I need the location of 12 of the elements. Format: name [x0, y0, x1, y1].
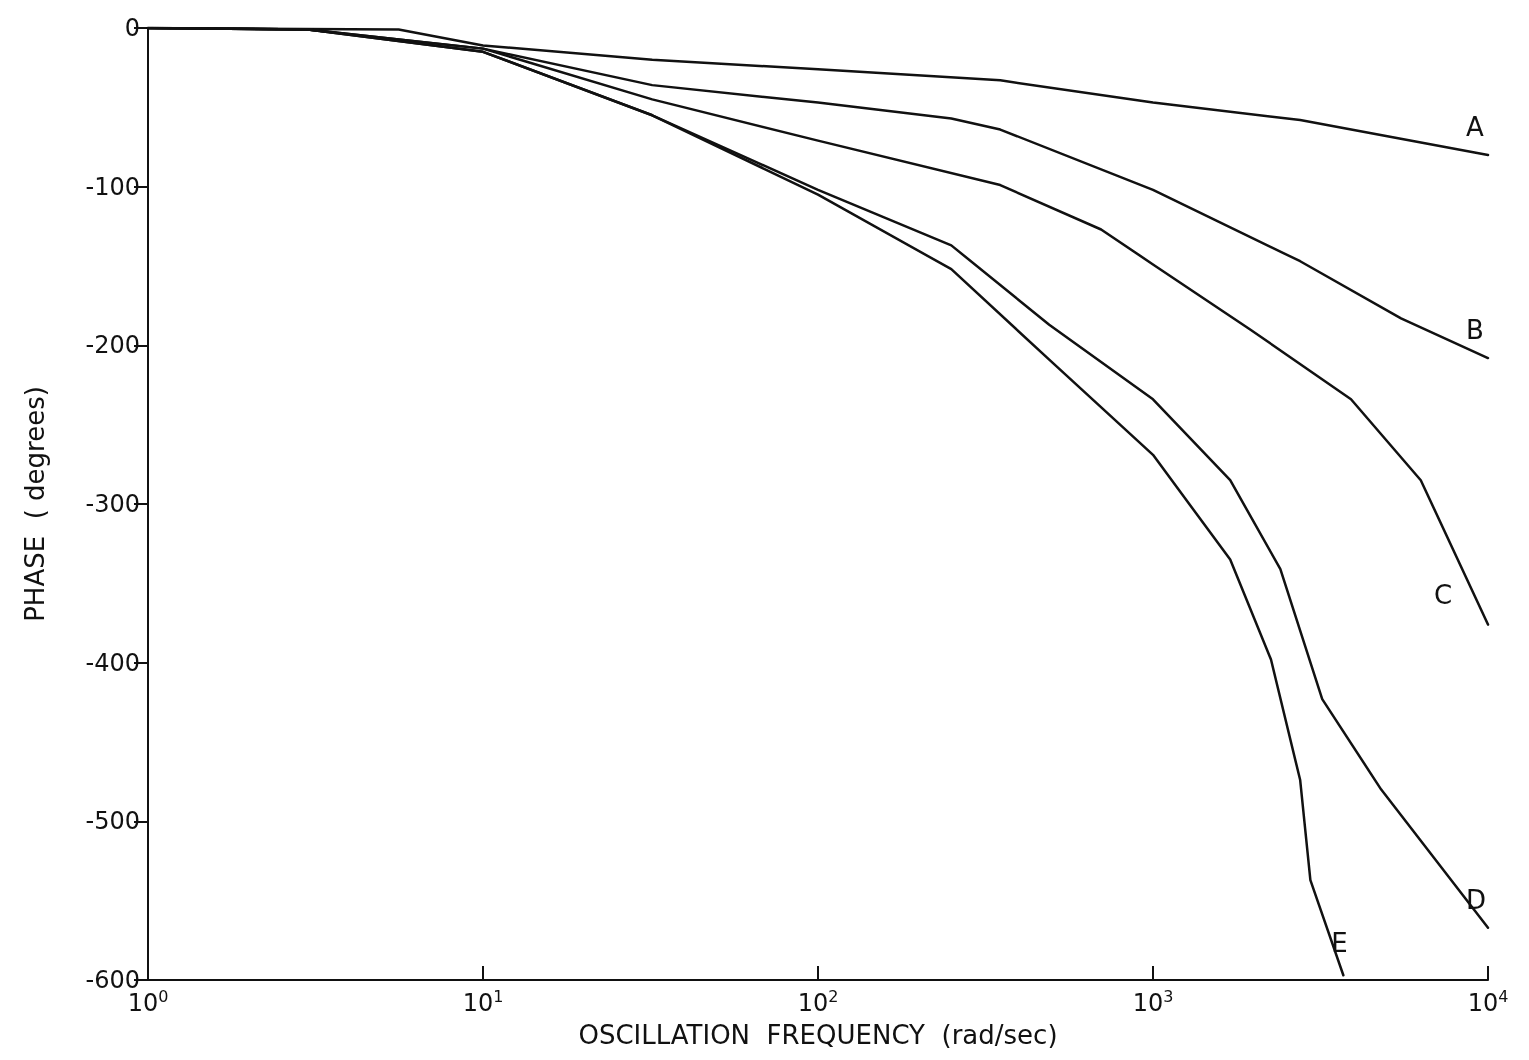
y-tick-label: -200	[85, 331, 140, 360]
y-tick-label: -400	[85, 648, 140, 677]
y-axis-title: PHASE ( degrees)	[20, 386, 50, 622]
x-axis-title: OSCILLATION FREQUENCY (rad/sec)	[578, 1020, 1058, 1050]
y-tick-label: -500	[85, 807, 140, 836]
series-label: C	[1434, 579, 1453, 610]
y-tick-label: 0	[124, 14, 140, 42]
series-label: B	[1466, 315, 1484, 346]
y-tick-label: -300	[85, 490, 140, 518]
series-label: A	[1466, 111, 1484, 142]
y-tick-label: -100	[85, 172, 140, 201]
y-tick-label: -600	[85, 966, 140, 994]
